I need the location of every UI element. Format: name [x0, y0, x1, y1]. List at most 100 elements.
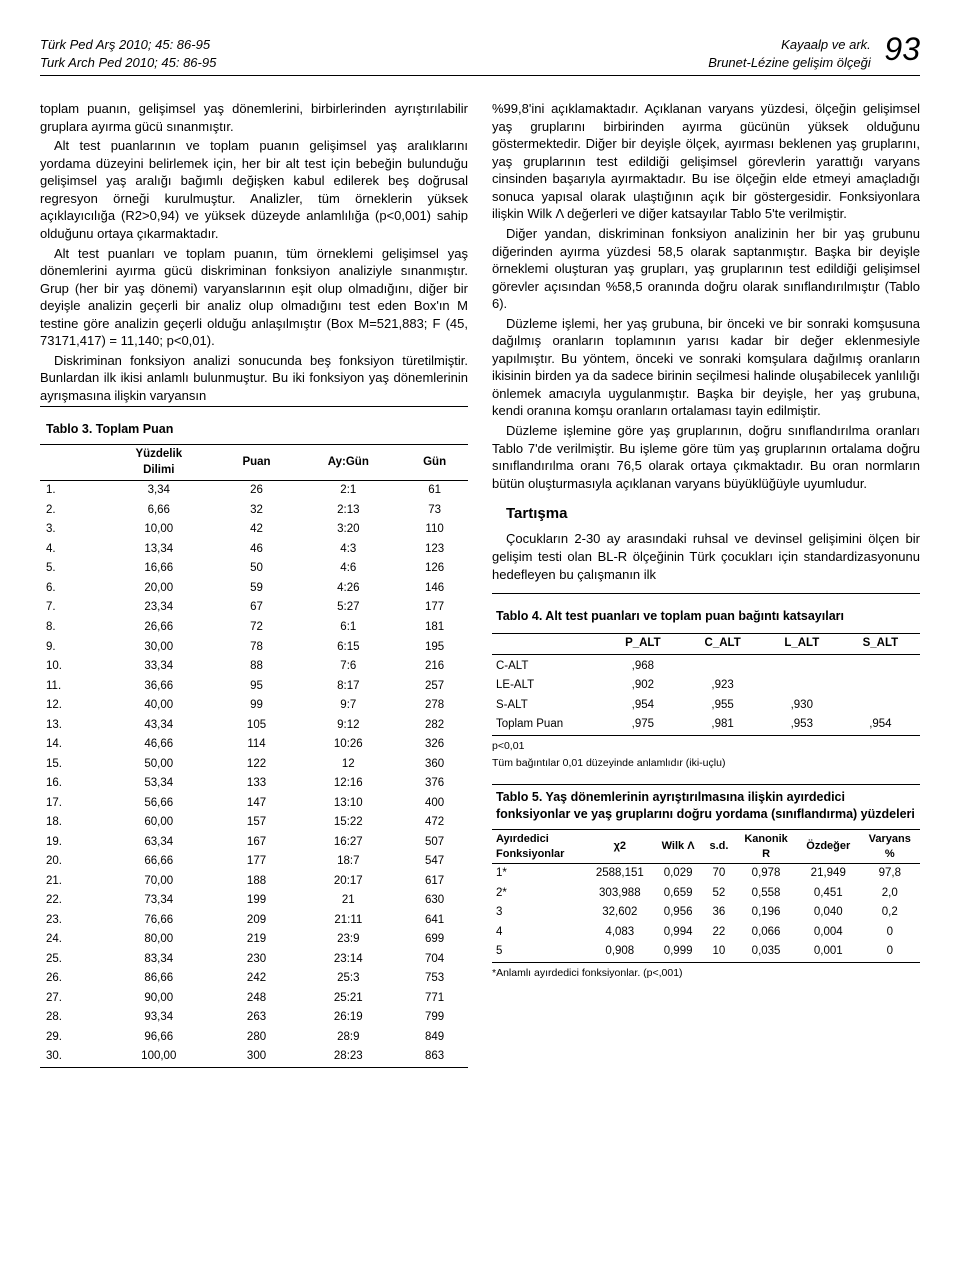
table-cell: 23.: [40, 911, 100, 931]
table-cell: 13,34: [100, 540, 218, 560]
t4-c4: S_ALT: [841, 633, 920, 654]
table-cell: 33,34: [100, 657, 218, 677]
table-cell: 4:26: [295, 579, 401, 599]
table-cell: 70: [703, 864, 735, 884]
table-cell: 641: [401, 911, 468, 931]
table-cell: 3,34: [100, 481, 218, 501]
table-row: 9.30,00786:15195: [40, 638, 468, 658]
table-cell: 18.: [40, 813, 100, 833]
table-cell: 257: [401, 677, 468, 697]
table-cell: 2,0: [860, 884, 920, 904]
left-column: toplam puanın, gelişimsel yaş dönemlerin…: [40, 100, 468, 1068]
table-cell: Toplam Puan: [492, 715, 603, 735]
table-row: 21.70,0018820:17617: [40, 872, 468, 892]
table-cell: 28:9: [295, 1028, 401, 1048]
table-row: 14.46,6611410:26326: [40, 735, 468, 755]
table-cell: 26:19: [295, 1008, 401, 1028]
table-cell: 76,66: [100, 911, 218, 931]
table-row: 44,0830,994220,0660,0040: [492, 923, 920, 943]
table-row: 4.13,34464:3123: [40, 540, 468, 560]
table-cell: 2:1: [295, 481, 401, 501]
table-cell: 0,451: [797, 884, 860, 904]
table-cell: 56,66: [100, 794, 218, 814]
right-p4: Düzleme işlemine göre yaş gruplarının, d…: [492, 422, 920, 492]
table-cell: 20.: [40, 852, 100, 872]
table-cell: 282: [401, 716, 468, 736]
table-cell: 20,00: [100, 579, 218, 599]
t5-h-var: Varyans: [869, 833, 911, 845]
table-cell: 7.: [40, 598, 100, 618]
left-p2: Alt test puanlarının ve toplam puanın ge…: [40, 137, 468, 242]
table-cell: 80,00: [100, 930, 218, 950]
table-row: 17.56,6614713:10400: [40, 794, 468, 814]
table-cell: 96,66: [100, 1028, 218, 1048]
journal-line-tr: Türk Ped Arş 2010; 45: 86-95: [40, 36, 216, 54]
table-cell: 617: [401, 872, 468, 892]
table-cell: 29.: [40, 1028, 100, 1048]
table-row: 24.80,0021923:9699: [40, 930, 468, 950]
table-cell: 22.: [40, 891, 100, 911]
table-cell: 799: [401, 1008, 468, 1028]
table-cell: 157: [218, 813, 296, 833]
table-cell: 73: [401, 501, 468, 521]
table3-wrap: Tablo 3. Toplam Puan YüzdelikDilimi Puan…: [40, 406, 468, 1067]
table-row: 18.60,0015715:22472: [40, 813, 468, 833]
table-cell: 4.: [40, 540, 100, 560]
table-cell: 123: [401, 540, 468, 560]
table-cell: 6.: [40, 579, 100, 599]
right-p3: Düzleme işlemi, her yaş grubuna, bir önc…: [492, 315, 920, 420]
table-row: 50,9080,999100,0350,0010: [492, 942, 920, 962]
table-cell: 704: [401, 950, 468, 970]
table4-wrap: Tablo 4. Alt test puanları ve toplam pua…: [492, 593, 920, 735]
table-cell: 5: [492, 942, 586, 962]
tartisma-heading: Tartışma: [506, 504, 920, 524]
table-cell: ,981: [682, 715, 762, 735]
table-cell: 6:1: [295, 618, 401, 638]
table-cell: 72: [218, 618, 296, 638]
table-row: 8.26,66726:1181: [40, 618, 468, 638]
table-cell: ,954: [841, 715, 920, 735]
t5-h-varpct: %: [885, 848, 895, 860]
table-cell: 46,66: [100, 735, 218, 755]
two-column-body: toplam puanın, gelişimsel yaş dönemlerin…: [40, 100, 920, 1068]
table-cell: 1.: [40, 481, 100, 501]
table-row: 29.96,6628028:9849: [40, 1028, 468, 1048]
table-cell: 53,34: [100, 774, 218, 794]
table-cell: 23,34: [100, 598, 218, 618]
table-cell: [763, 676, 841, 696]
table-row: 10.33,34887:6216: [40, 657, 468, 677]
table-cell: 0,956: [653, 903, 702, 923]
table-cell: 0,558: [735, 884, 797, 904]
table-cell: 147: [218, 794, 296, 814]
table-cell: 2.: [40, 501, 100, 521]
table-cell: 278: [401, 696, 468, 716]
table-row: 20.66,6617718:7547: [40, 852, 468, 872]
t4-c1: P_ALT: [603, 633, 682, 654]
table-cell: 376: [401, 774, 468, 794]
table5-wrap: Tablo 5. Yaş dönemlerinin ayrıştırılması…: [492, 784, 920, 963]
table-cell: 36,66: [100, 677, 218, 697]
authors-line: Kayaalp ve ark.: [708, 36, 871, 54]
table-row: 1*2588,1510,029700,97821,94997,8: [492, 864, 920, 884]
table-cell: 230: [218, 950, 296, 970]
table-cell: 20:17: [295, 872, 401, 892]
table-cell: 5.: [40, 559, 100, 579]
table3: YüzdelikDilimi Puan Ay:Gün Gün 1.3,34262…: [40, 444, 468, 1067]
table-row: 28.93,3426326:19799: [40, 1008, 468, 1028]
table-cell: 3:20: [295, 520, 401, 540]
table-cell: 3: [492, 903, 586, 923]
t5-h-ozd: Özdeğer: [797, 829, 860, 864]
table-row: 25.83,3423023:14704: [40, 950, 468, 970]
t4-c2: C_ALT: [682, 633, 762, 654]
table-cell: ,930: [763, 696, 841, 716]
table-cell: 167: [218, 833, 296, 853]
table-cell: 122: [218, 755, 296, 775]
table-cell: 209: [218, 911, 296, 931]
table-cell: 16.: [40, 774, 100, 794]
table-cell: 280: [218, 1028, 296, 1048]
table-row: 2*303,9880,659520,5580,4512,0: [492, 884, 920, 904]
table-cell: 3.: [40, 520, 100, 540]
page-number: 93: [884, 28, 920, 71]
table-cell: 0,908: [586, 942, 653, 962]
table-cell: 9.: [40, 638, 100, 658]
